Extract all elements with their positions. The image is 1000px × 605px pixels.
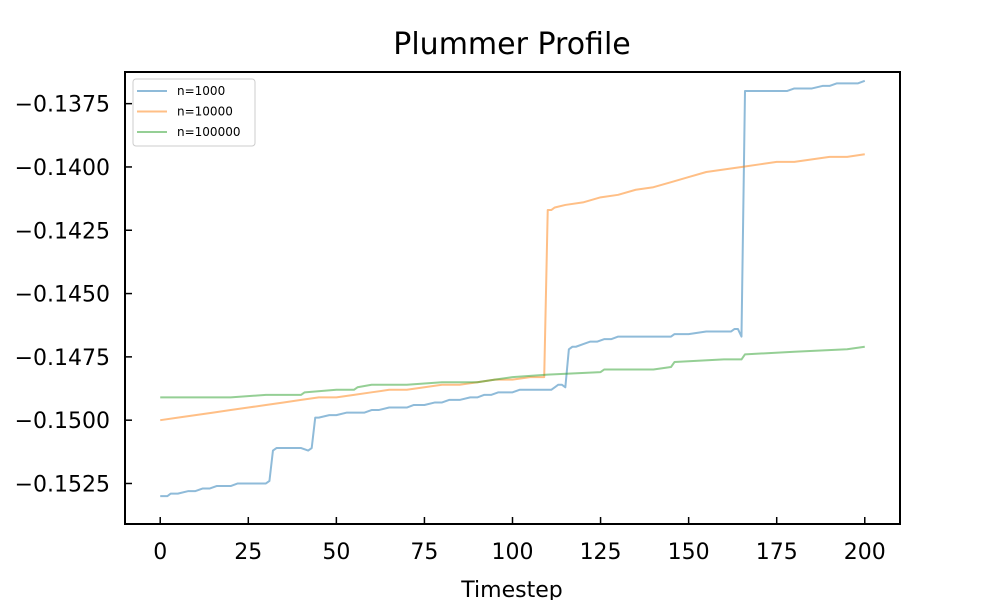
x-tick-label: 0 [153,540,167,565]
x-tick-label: 25 [234,540,262,565]
y-tick-label: −0.1475 [15,346,110,371]
legend-label-1: n=10000 [177,105,233,119]
series-line-1 [160,153,865,422]
x-axis-label: Timestep [460,578,562,600]
y-axis: −0.1525 −0.1500 −0.1475 −0.1450 −0.1425 −0.14… [15,93,132,497]
series-line-2 [160,345,865,399]
legend-label-0: n=1000 [177,84,225,98]
x-tick-label: 100 [492,540,534,565]
legend-box [132,78,256,147]
legend-label-2: n=100000 [177,125,240,139]
y-tick-label: −0.1400 [15,156,110,181]
x-tick-label: 75 [410,540,438,565]
series-lines [160,79,866,498]
y-tick-label: −0.1375 [15,93,110,118]
x-tick-label: 175 [756,540,798,565]
x-tick-label: 50 [322,540,350,565]
y-tick-label: −0.1450 [15,283,110,308]
x-tick-label: 150 [668,540,710,565]
y-tick-label: −0.1425 [15,219,110,244]
x-axis: 0 25 50 75 100 125 150 175 200 [153,517,886,565]
x-tick-label: 200 [844,540,886,565]
x-tick-label: 125 [580,540,622,565]
y-tick-label: −0.1500 [15,409,110,434]
series-line-0 [160,79,866,498]
chart-title: Plummer Profile [393,27,631,62]
legend: n=1000 n=10000 n=100000 [132,78,256,147]
y-tick-label: −0.1525 [15,472,110,497]
